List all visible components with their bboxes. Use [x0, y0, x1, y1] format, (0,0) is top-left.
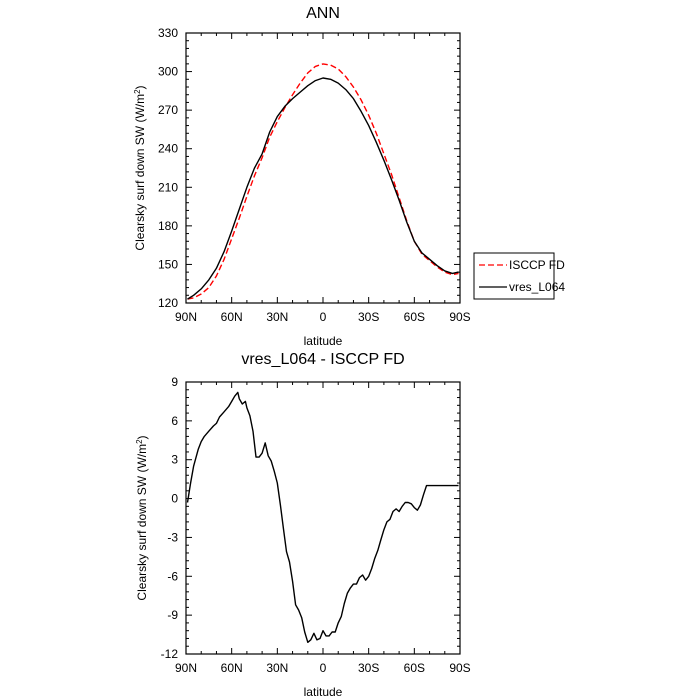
- bottom-ytick-label: -3: [167, 530, 178, 544]
- bottom-xtick-label: 30N: [266, 661, 288, 675]
- bottom-ytick-label: 0: [171, 492, 178, 506]
- top-ytick-label: 180: [158, 219, 178, 233]
- top-y-axis-label-sup: 2: [133, 89, 142, 94]
- bottom-ytick-label: 6: [171, 414, 178, 428]
- bottom-ytick-label: 3: [171, 453, 178, 467]
- top-ytick-label: 120: [158, 296, 178, 310]
- bottom-xtick-label: 90N: [175, 661, 197, 675]
- top-series-line-1: [187, 77, 459, 300]
- bottom-ytick-label: -12: [161, 647, 179, 661]
- top-x-axis-label: latitude: [304, 334, 343, 348]
- top-ticks: [185, 32, 461, 304]
- top-series-line-0: [187, 63, 459, 300]
- top-ytick-label: 330: [158, 26, 178, 40]
- top-xtick-label: 0: [320, 310, 327, 324]
- bottom-xtick-label: 0: [320, 661, 327, 675]
- top-y-axis-label: Clearsky surf down SW (W/m2): [133, 85, 147, 250]
- bottom-ticks: [185, 381, 461, 655]
- top-xtick-label: 30N: [266, 310, 288, 324]
- bottom-ytick-label: 9: [171, 375, 178, 389]
- bottom-y-axis-label-main: Clearsky surf down SW (W/m: [135, 444, 149, 601]
- top-tick-labels: 90N 60N 30N 0 30S 60S 90S 120 150 180 210 240 270 300…: [158, 26, 471, 324]
- top-xtick-label: 30S: [358, 310, 379, 324]
- top-chart-title: ANN: [306, 5, 340, 22]
- bottom-ytick-label: -9: [167, 608, 178, 622]
- bottom-xtick-label: 60N: [221, 661, 243, 675]
- bottom-xtick-label: 90S: [449, 661, 470, 675]
- bottom-y-axis-label-close: ): [135, 435, 149, 439]
- top-xtick-label: 90N: [175, 310, 197, 324]
- top-ytick-label: 210: [158, 180, 178, 194]
- top-ytick-label: 240: [158, 142, 178, 156]
- legend-label-isccp: ISCCP FD: [509, 258, 565, 272]
- bottom-ytick-label: -6: [167, 569, 178, 583]
- bottom-chart-title: vres_L064 - ISCCP FD: [241, 351, 404, 368]
- bottom-panel: vres_L064 - ISCCP FD 90N 60N 30N 0 30S 60S 90S…: [135, 351, 471, 699]
- top-xtick-label: 60S: [404, 310, 425, 324]
- top-series-lines: [187, 63, 459, 300]
- legend-label-vres: vres_L064: [509, 280, 565, 294]
- top-xtick-label: 90S: [449, 310, 470, 324]
- bottom-xtick-label: 30S: [358, 661, 379, 675]
- bottom-y-axis-label-sup: 2: [135, 439, 144, 444]
- top-xtick-label: 60N: [221, 310, 243, 324]
- bottom-series-lines: [186, 391, 459, 643]
- top-panel: ANN 90N 60N 30N 0 30S 60S 90S 120 150 180 210 240 27…: [133, 5, 565, 348]
- top-ytick-label: 270: [158, 103, 178, 117]
- bottom-series-line-0: [186, 391, 459, 643]
- top-plot-frame: [185, 32, 461, 304]
- bottom-plot-frame: [185, 381, 461, 655]
- bottom-y-axis-label: Clearsky surf down SW (W/m2): [135, 435, 149, 600]
- bottom-tick-labels: 90N 60N 30N 0 30S 60S 90S -12 -9 -6 -3 0 3 6 9: [161, 375, 471, 675]
- bottom-x-axis-label: latitude: [304, 685, 343, 699]
- top-ytick-label: 150: [158, 257, 178, 271]
- legend-frame: [473, 252, 555, 300]
- top-ytick-label: 300: [158, 65, 178, 79]
- bottom-xtick-label: 60S: [404, 661, 425, 675]
- legend: ISCCP FD vres_L064: [473, 252, 565, 300]
- top-y-axis-label-main: Clearsky surf down SW (W/m: [133, 94, 147, 251]
- top-y-axis-label-close: ): [133, 85, 147, 89]
